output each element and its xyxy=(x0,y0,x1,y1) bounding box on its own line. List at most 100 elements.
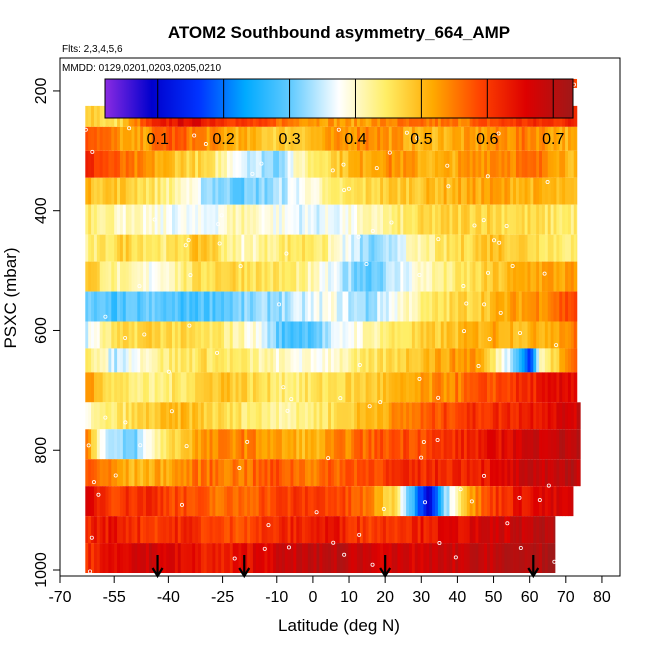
sample-marker xyxy=(462,329,467,334)
heatmap-cell xyxy=(284,177,289,205)
heatmap-cell xyxy=(406,348,410,373)
heatmap-cell xyxy=(342,486,346,517)
heatmap-cell xyxy=(145,459,150,487)
heatmap-cell xyxy=(354,321,358,349)
heatmap-cell xyxy=(351,348,355,373)
heatmap-cell xyxy=(180,234,184,262)
heatmap-cell xyxy=(547,372,552,403)
heatmap-cell xyxy=(368,177,372,205)
heatmap-cell xyxy=(247,516,251,544)
heatmap-cell xyxy=(492,321,497,349)
heatmap-cell xyxy=(481,543,485,574)
heatmap-cell xyxy=(527,234,531,262)
heatmap-cell xyxy=(287,291,291,322)
heatmap-cell xyxy=(276,126,280,151)
heatmap-cell xyxy=(466,234,471,262)
heatmap-cell xyxy=(553,234,557,262)
heatmap-cell xyxy=(200,429,205,460)
heatmap-cell xyxy=(567,321,572,349)
heatmap-cell xyxy=(553,543,556,574)
heatmap-cell xyxy=(255,234,260,262)
heatmap-cell xyxy=(270,321,274,349)
heatmap-cell xyxy=(420,486,424,517)
heatmap-cell xyxy=(198,459,202,487)
heatmap-cell xyxy=(443,459,447,487)
heatmap-cell xyxy=(345,261,349,292)
heatmap-cell xyxy=(397,543,401,574)
heatmap-cell xyxy=(143,126,147,151)
heatmap-cell xyxy=(461,150,465,178)
heatmap-cell xyxy=(117,486,121,517)
heatmap-cell xyxy=(521,516,526,544)
heatmap-cell xyxy=(489,372,494,403)
heatmap-cell xyxy=(278,348,283,373)
heatmap-cell xyxy=(111,291,115,322)
heatmap-cell xyxy=(145,429,150,460)
heatmap-cell xyxy=(128,348,132,373)
heatmap-cell xyxy=(539,126,543,151)
heatmap-cell xyxy=(478,459,482,487)
heatmap-cell xyxy=(478,486,482,517)
heatmap-band xyxy=(85,204,578,235)
heatmap-cell xyxy=(270,516,274,544)
heatmap-cell xyxy=(484,486,488,517)
heatmap-cell xyxy=(224,372,228,403)
heatmap-cell xyxy=(163,429,167,460)
heatmap-cell xyxy=(125,372,130,403)
heatmap-cell xyxy=(339,372,343,403)
heatmap-cell xyxy=(241,348,245,373)
heatmap-cell xyxy=(157,150,161,178)
y-tick-label: 1000 xyxy=(33,552,50,588)
heatmap-cell xyxy=(276,429,280,460)
heatmap-cell xyxy=(166,429,170,460)
heatmap-cell xyxy=(302,261,306,292)
heatmap-cell xyxy=(117,261,121,292)
heatmap-cell xyxy=(487,429,491,460)
x-tick-label: -70 xyxy=(48,589,71,606)
heatmap-cell xyxy=(417,372,421,403)
heatmap-cell xyxy=(556,348,560,373)
heatmap-cell xyxy=(524,543,528,574)
heatmap-cell xyxy=(406,291,410,322)
heatmap-cell xyxy=(134,204,138,235)
heatmap-cell xyxy=(203,321,208,349)
heatmap-cell xyxy=(527,402,531,430)
heatmap-cell xyxy=(388,348,393,373)
heatmap-cell xyxy=(203,261,208,292)
heatmap-cell xyxy=(354,291,358,322)
heatmap-cell xyxy=(469,126,473,151)
heatmap-cell xyxy=(356,516,361,544)
heatmap-cell xyxy=(252,204,257,235)
heatmap-cell xyxy=(203,150,208,178)
heatmap-cell xyxy=(533,150,537,178)
heatmap-cell xyxy=(319,177,323,205)
heatmap-cell xyxy=(166,261,170,292)
heatmap-cell xyxy=(151,126,156,151)
heatmap-cell xyxy=(203,402,208,430)
heatmap-cell xyxy=(536,291,540,322)
heatmap-cell xyxy=(466,459,471,487)
heatmap-cell xyxy=(466,372,471,403)
heatmap-cell xyxy=(463,402,468,430)
heatmap-cell xyxy=(576,402,580,430)
heatmap-cell xyxy=(429,150,433,178)
heatmap-cell xyxy=(232,459,236,487)
heatmap-cell xyxy=(406,429,410,460)
heatmap-cell xyxy=(270,429,274,460)
heatmap-cell xyxy=(432,459,436,487)
sample-marker xyxy=(123,420,128,425)
heatmap-cell xyxy=(267,261,271,292)
heatmap-cell xyxy=(345,177,349,205)
heatmap-cell xyxy=(105,429,109,460)
heatmap-cell xyxy=(330,459,335,487)
heatmap-cell xyxy=(247,291,251,322)
heatmap-cell xyxy=(224,402,228,430)
heatmap-cell xyxy=(388,177,393,205)
heatmap-cell xyxy=(472,486,476,517)
heatmap-cell xyxy=(359,150,364,178)
y-tick-label: 800 xyxy=(33,437,50,464)
heatmap-cell xyxy=(368,348,372,373)
heatmap-cell xyxy=(313,234,317,262)
heatmap-cell xyxy=(114,234,118,262)
heatmap-cell xyxy=(310,321,315,349)
